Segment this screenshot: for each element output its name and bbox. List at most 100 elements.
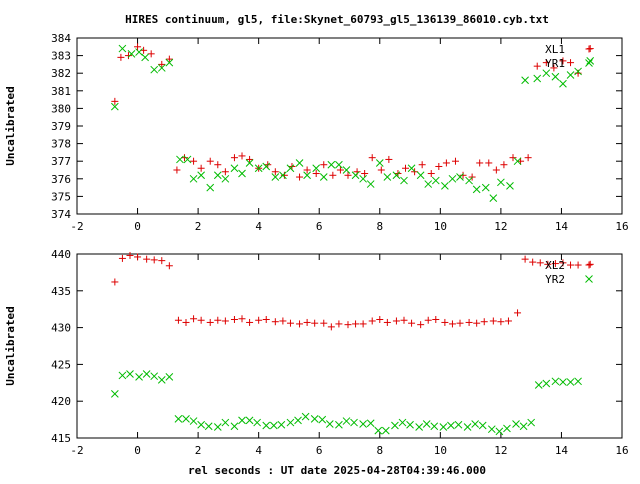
data-point bbox=[165, 373, 174, 381]
data-point bbox=[463, 423, 472, 431]
data-point bbox=[500, 161, 508, 169]
data-point bbox=[158, 60, 166, 68]
data-point bbox=[150, 372, 159, 381]
data-point bbox=[465, 176, 473, 185]
y-tick-label: 381 bbox=[51, 85, 71, 98]
data-point bbox=[311, 319, 319, 327]
data-point bbox=[213, 171, 222, 180]
data-point bbox=[402, 164, 410, 172]
data-point bbox=[481, 183, 490, 192]
data-point bbox=[392, 317, 400, 325]
data-point bbox=[559, 378, 567, 386]
y-tick-label: 384 bbox=[51, 32, 71, 45]
data-point bbox=[544, 260, 552, 268]
x-tick-label: -2 bbox=[70, 444, 83, 457]
legend-label: XL1 bbox=[545, 43, 565, 56]
data-point bbox=[513, 157, 522, 166]
data-point bbox=[351, 171, 360, 180]
data-point bbox=[213, 423, 222, 431]
data-point bbox=[536, 259, 544, 267]
data-point bbox=[135, 373, 143, 381]
data-point bbox=[319, 173, 328, 181]
data-point bbox=[574, 67, 582, 76]
data-point bbox=[303, 171, 311, 180]
data-point bbox=[176, 155, 184, 164]
data-point bbox=[165, 262, 173, 270]
data-point bbox=[359, 174, 367, 183]
data-point bbox=[432, 316, 440, 324]
x-tick-label: 12 bbox=[494, 220, 507, 233]
data-point bbox=[435, 162, 443, 170]
data-point bbox=[221, 168, 229, 176]
data-point bbox=[238, 152, 246, 160]
data-point bbox=[542, 59, 550, 67]
data-point bbox=[521, 255, 529, 263]
data-point bbox=[514, 309, 522, 317]
y-tick-label: 377 bbox=[51, 155, 71, 168]
data-point bbox=[238, 416, 246, 425]
data-point bbox=[400, 316, 408, 324]
data-point bbox=[157, 64, 166, 72]
data-point bbox=[487, 425, 496, 434]
data-point bbox=[221, 317, 229, 325]
data-point bbox=[542, 69, 551, 78]
data-point bbox=[110, 389, 119, 398]
data-point bbox=[312, 164, 321, 173]
x-tick-label: 2 bbox=[195, 220, 202, 233]
top-panel: -2 0 2 4 6 8 10 12 14 16 374 375 376 377 378 379 380 381 3… bbox=[4, 32, 629, 233]
x-tick-label: 8 bbox=[376, 444, 383, 457]
data-point bbox=[441, 181, 449, 190]
data-point bbox=[190, 315, 198, 323]
data-point bbox=[418, 161, 426, 169]
y-axis-label: Uncalibrated bbox=[4, 306, 17, 385]
x-tick-label: -2 bbox=[70, 220, 83, 233]
legend-label: YR2 bbox=[545, 273, 565, 286]
data-point bbox=[465, 318, 473, 326]
data-point bbox=[214, 316, 222, 324]
data-point bbox=[197, 316, 205, 324]
data-point bbox=[497, 318, 505, 326]
data-point bbox=[135, 48, 143, 56]
data-point bbox=[111, 278, 119, 286]
x-tick-label: 14 bbox=[555, 444, 569, 457]
data-point bbox=[254, 164, 263, 173]
data-point bbox=[448, 320, 456, 328]
data-point bbox=[262, 316, 270, 324]
data-point bbox=[383, 173, 392, 181]
data-point bbox=[327, 160, 336, 169]
data-point bbox=[407, 164, 416, 173]
y-tick-label: 376 bbox=[51, 173, 71, 186]
data-point bbox=[310, 415, 319, 423]
data-point bbox=[551, 377, 560, 386]
data-point bbox=[534, 381, 543, 389]
data-point bbox=[294, 416, 302, 425]
data-point bbox=[344, 321, 352, 329]
series-yr2 bbox=[110, 370, 582, 436]
data-point bbox=[352, 320, 360, 328]
data-point bbox=[489, 317, 497, 325]
data-point bbox=[110, 102, 119, 111]
data-point bbox=[262, 421, 271, 430]
data-point bbox=[472, 185, 481, 194]
y-tick-label: 435 bbox=[51, 285, 71, 298]
y-tick-label: 374 bbox=[51, 208, 71, 221]
x-axis-label: rel seconds : UT date 2025-04-28T04:39:4… bbox=[188, 464, 486, 477]
data-point bbox=[271, 168, 279, 176]
data-point bbox=[416, 171, 425, 180]
x-tick-label: 4 bbox=[255, 220, 262, 233]
data-point bbox=[182, 318, 190, 326]
data-point bbox=[359, 420, 367, 428]
data-point bbox=[165, 58, 174, 67]
data-point bbox=[206, 157, 214, 165]
data-point bbox=[385, 155, 393, 163]
y-tick-label: 382 bbox=[51, 67, 71, 80]
y-tick-label: 415 bbox=[51, 432, 71, 445]
data-point bbox=[221, 174, 230, 183]
y-tick-label: 383 bbox=[51, 50, 71, 63]
data-point bbox=[485, 159, 493, 167]
data-point bbox=[459, 171, 467, 179]
data-point bbox=[447, 421, 455, 430]
data-point bbox=[478, 421, 487, 430]
